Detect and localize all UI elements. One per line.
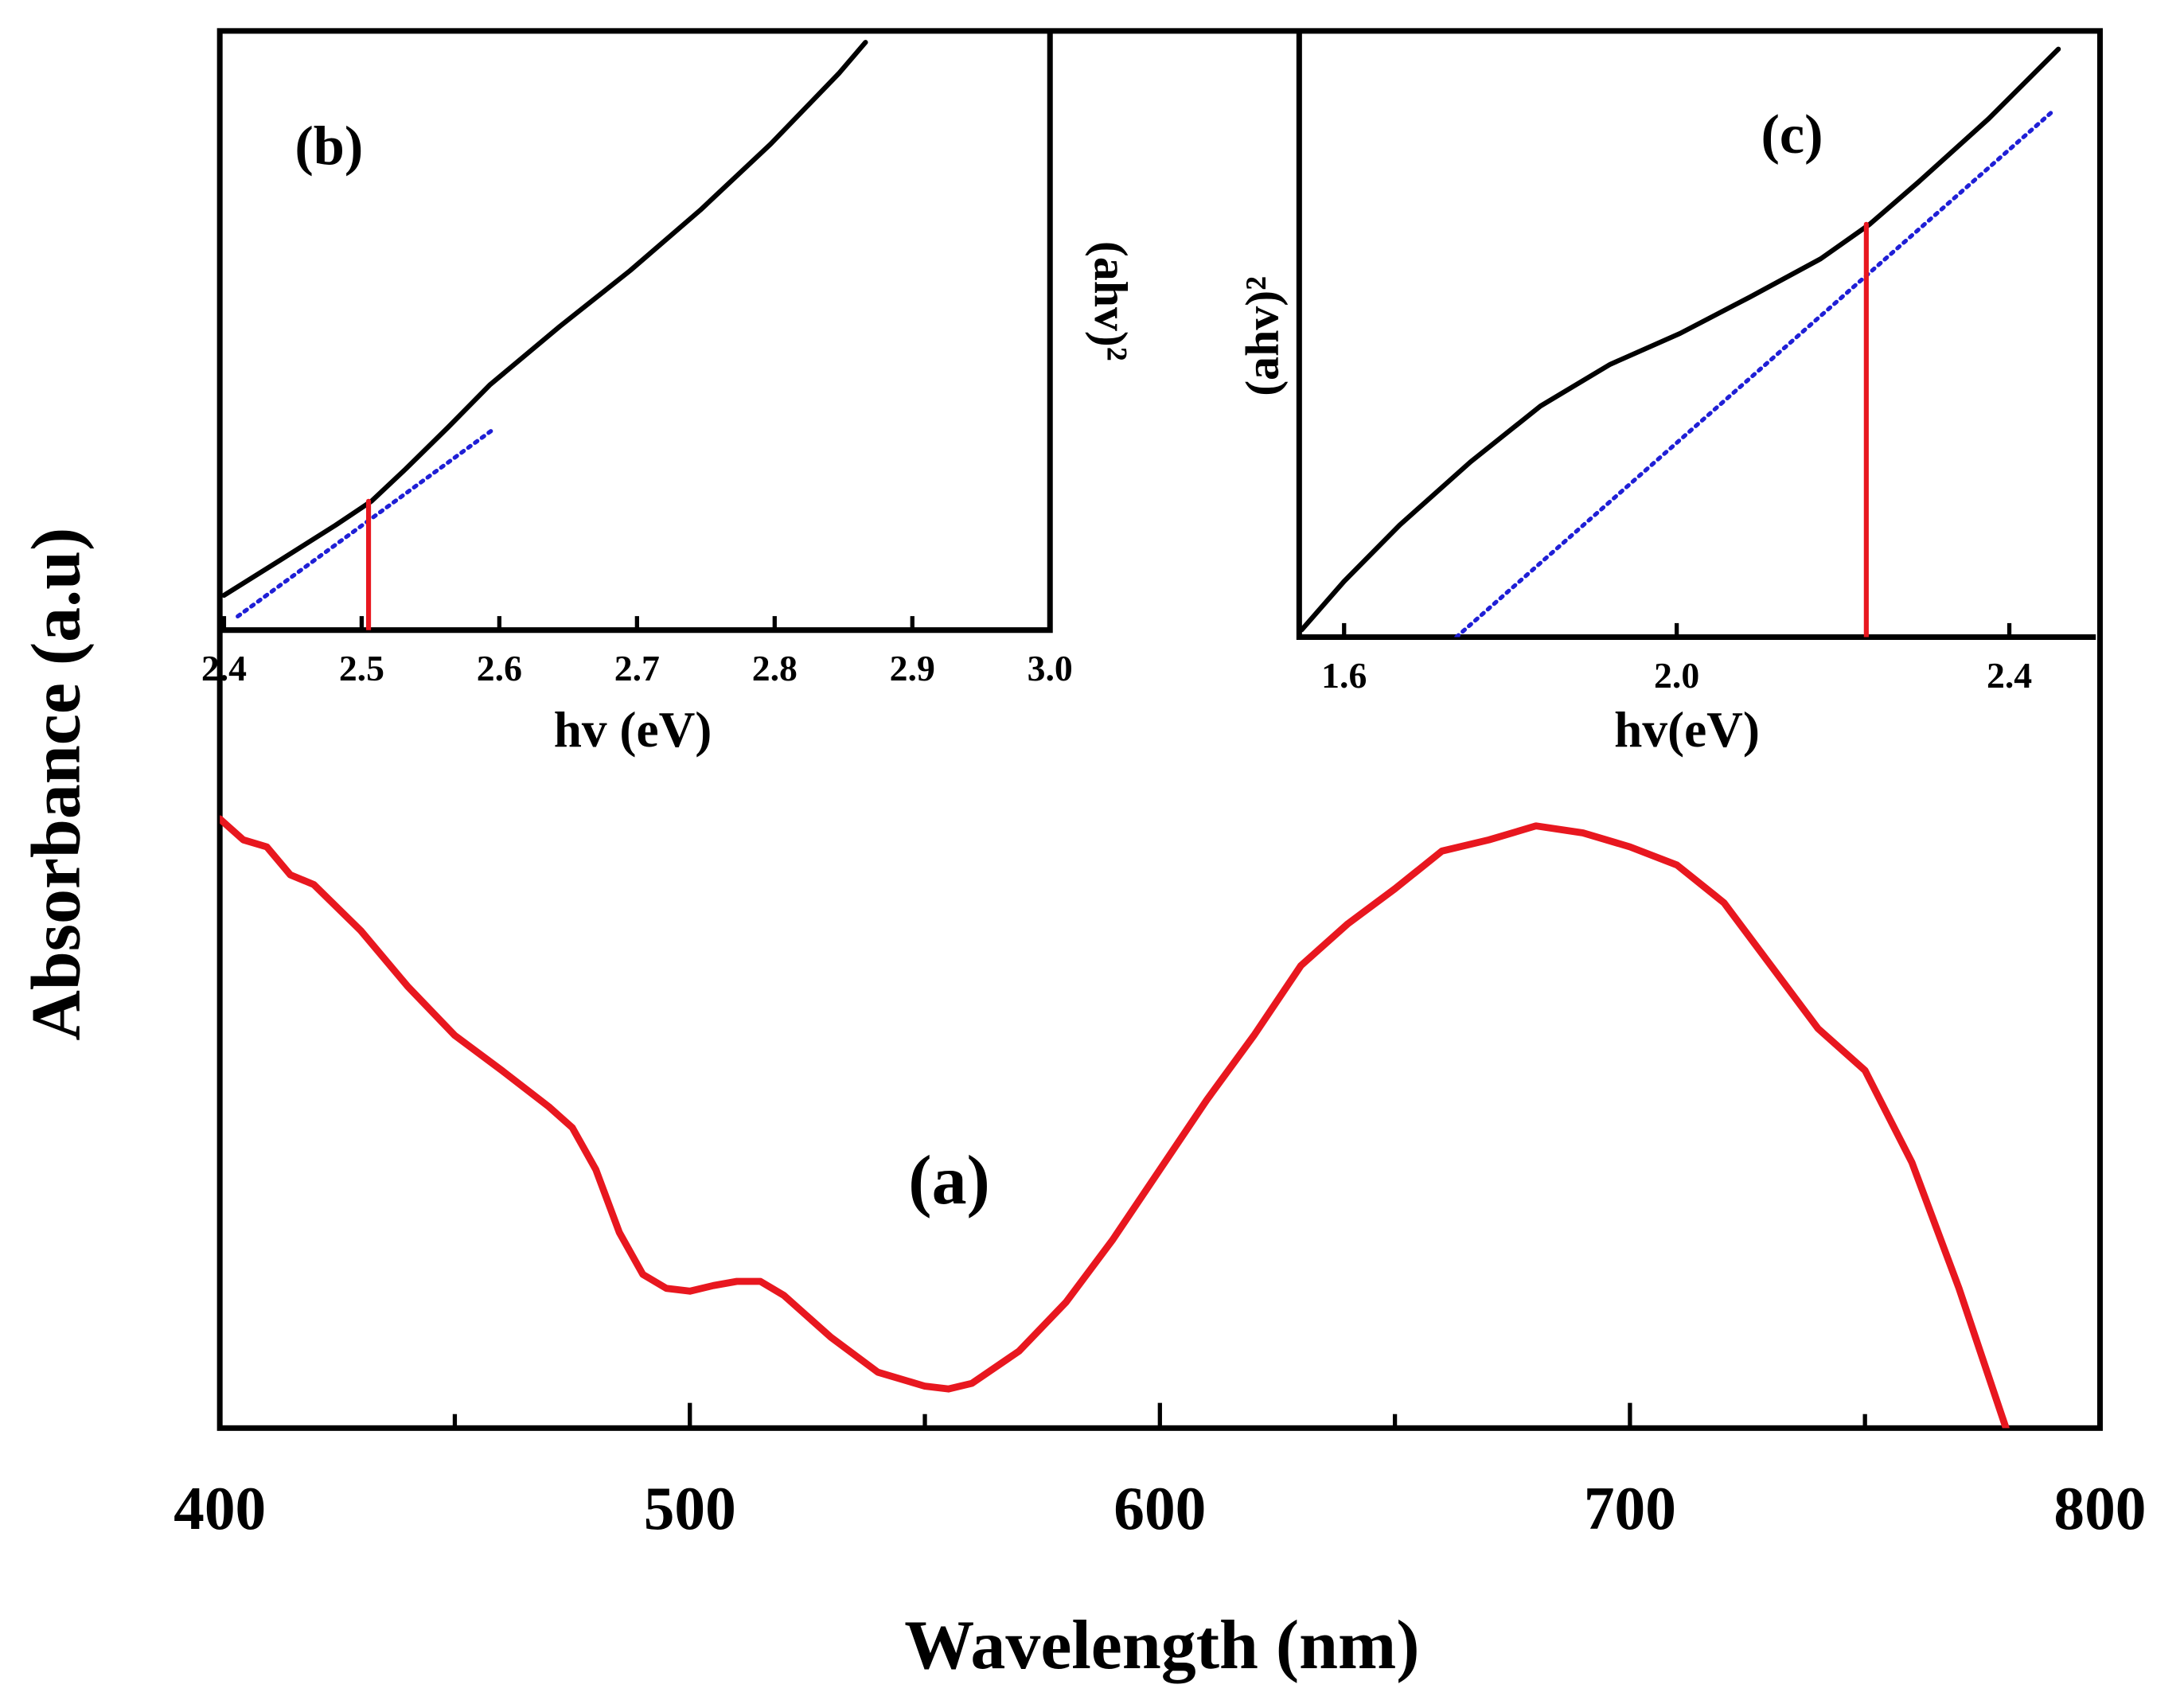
x-tick-label: 3.0: [1028, 648, 1073, 688]
y-axis-label: (ahv)²: [1236, 276, 1289, 396]
x-tick-label: 2.8: [752, 648, 798, 688]
x-axis-label: hv(eV): [1614, 702, 1760, 758]
data-line: [1299, 46, 2061, 633]
x-tick-label: 1.6: [1321, 655, 1367, 696]
x-tick-label: 2.7: [614, 648, 660, 688]
y-axis-label: Absorbance (a.u): [18, 528, 95, 1041]
x-tick-label: 700: [1584, 1474, 1676, 1542]
x-tick-label: 500: [644, 1474, 736, 1542]
x-tick-label: 2.4: [1987, 655, 2032, 696]
panel-label: (a): [908, 1142, 990, 1219]
inset-c-frame: [1296, 30, 2096, 641]
panel-label: (b): [294, 115, 363, 177]
data-line: [221, 40, 868, 599]
x-tick-label: 600: [1113, 1474, 1206, 1542]
main-frame: [216, 28, 2103, 1431]
x-axis-label: Wavelength (nm): [904, 1607, 1419, 1684]
data-line: [1454, 110, 2054, 638]
x-axis-label: hv (eV): [554, 702, 712, 758]
y-axis-label: (ahv)²: [1085, 241, 1137, 361]
x-tick-label: 2.6: [477, 648, 522, 688]
panel-label: (c): [1761, 103, 1823, 166]
x-tick-label: 2.9: [890, 648, 935, 688]
data-line: [236, 427, 495, 619]
x-tick-label: 800: [2053, 1474, 2146, 1542]
x-tick-label: 2.0: [1654, 655, 1699, 696]
x-tick-label: 2.5: [339, 648, 384, 688]
data-line: [220, 815, 2010, 1429]
x-tick-label: 400: [174, 1474, 266, 1542]
x-tick-label: 2.4: [201, 648, 247, 688]
